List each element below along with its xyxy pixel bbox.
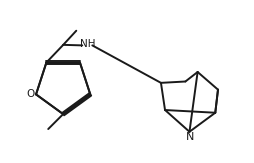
- Text: N: N: [186, 132, 195, 142]
- Text: O: O: [26, 89, 34, 99]
- Text: NH: NH: [81, 39, 96, 49]
